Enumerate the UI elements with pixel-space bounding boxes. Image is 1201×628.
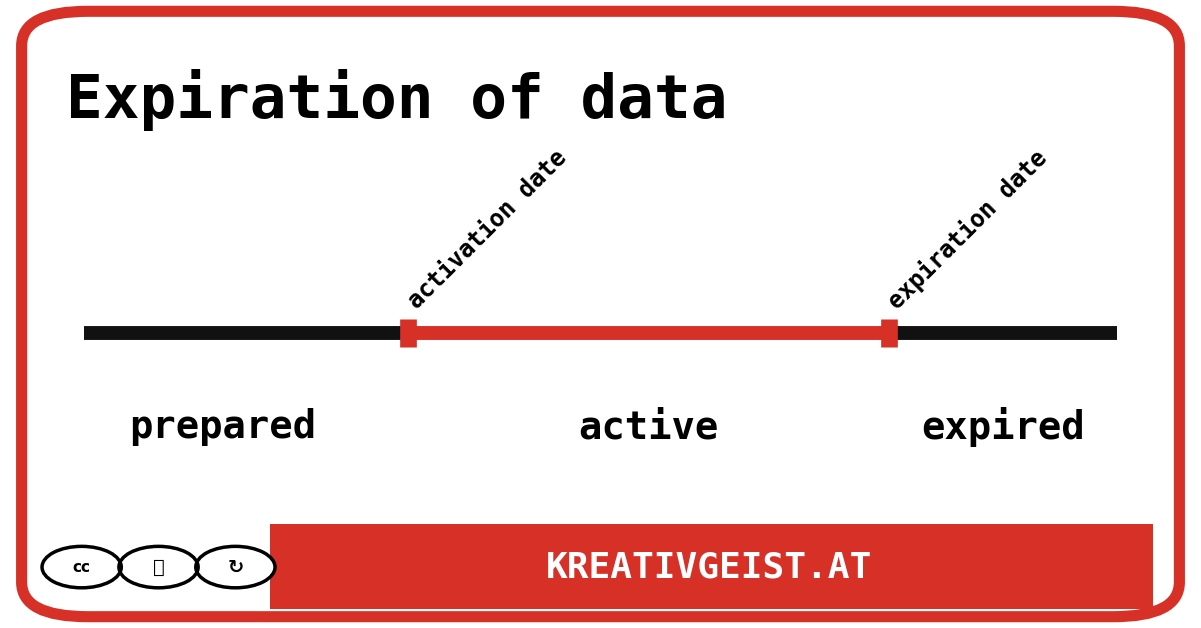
FancyBboxPatch shape [22, 11, 1179, 617]
Text: cc: cc [73, 560, 90, 575]
Text: Expiration of data: Expiration of data [66, 69, 728, 131]
Text: KREATIVGEIST.AT: KREATIVGEIST.AT [545, 550, 872, 584]
Text: active: active [579, 408, 718, 446]
Text: expiration date: expiration date [883, 145, 1052, 314]
Text: prepared: prepared [129, 408, 316, 446]
Circle shape [119, 546, 198, 588]
Text: expired: expired [921, 407, 1085, 447]
Text: ⓘ: ⓘ [153, 558, 165, 577]
Circle shape [196, 546, 275, 588]
Circle shape [42, 546, 121, 588]
Text: ↻: ↻ [227, 558, 244, 577]
Text: activation date: activation date [404, 146, 572, 314]
Bar [270, 524, 1153, 609]
